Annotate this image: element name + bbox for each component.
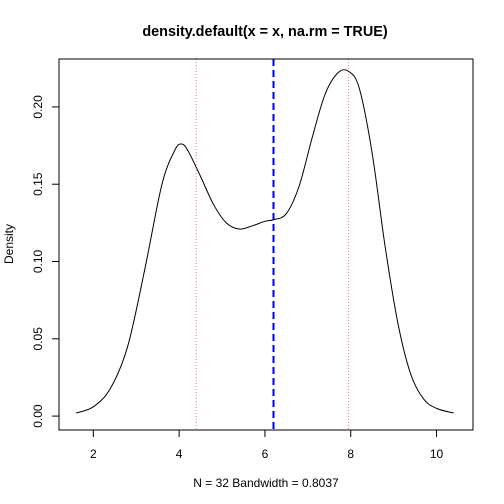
chart-title: density.default(x = x, na.rm = TRUE): [142, 24, 387, 40]
y-tick-label: 0.00: [31, 404, 45, 428]
x-axis-label: N = 32 Bandwidth = 0.8037: [193, 476, 339, 490]
x-tick-label: 8: [347, 447, 354, 461]
y-axis: 0.00 0.05 0.10 0.15 0.20: [31, 95, 60, 428]
y-tick-label: 0.10: [31, 250, 45, 274]
y-axis-label: Density: [2, 224, 16, 264]
reference-lines: [195, 59, 350, 430]
x-tick-label: 10: [430, 447, 444, 461]
x-axis: 2 4 6 8 10: [90, 429, 444, 461]
x-tick-label: 2: [90, 447, 97, 461]
x-tick-label: 6: [262, 447, 269, 461]
y-tick-label: 0.05: [31, 327, 45, 351]
y-tick-label: 0.15: [31, 172, 45, 196]
x-tick-label: 4: [176, 447, 183, 461]
y-tick-label: 0.20: [31, 95, 45, 119]
density-curve: [75, 69, 454, 414]
